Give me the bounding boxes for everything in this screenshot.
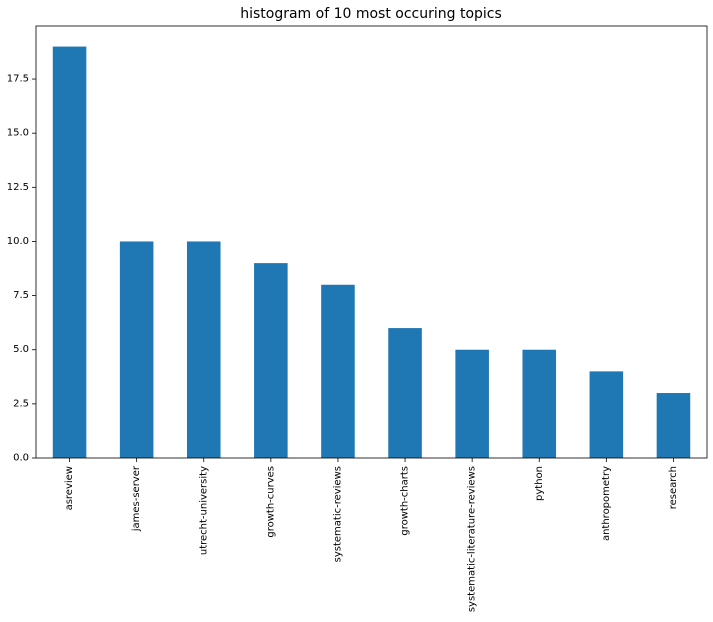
y-tick-label: 12.5 [7,182,29,193]
y-tick-label: 5.0 [13,344,29,355]
x-tick-label: systematic-literature-reviews [467,466,478,612]
y-tick-label: 17.5 [7,74,29,85]
bar-utrecht-university [186,241,221,458]
y-tick-label: 2.5 [13,398,29,409]
y-tick-label: 15.0 [7,128,29,139]
bar-growth-curves [254,263,288,458]
x-tick-label: asreview [64,466,75,510]
bar-systematic-reviews [321,284,355,458]
bar-james-server [119,241,154,458]
x-tick-label: james-server [131,465,142,532]
chart-title: histogram of 10 most occuring topics [240,6,502,22]
bars-group [52,46,691,458]
bar-systematic-literature-reviews [455,349,489,458]
y-tick-label: 10.0 [7,236,29,247]
x-tick-label: growth-charts [400,466,411,536]
x-tick-label: research [668,466,679,509]
y-tick-label: 0.0 [13,453,29,464]
x-tick-label: anthropometry [601,466,612,541]
bar-research [656,393,691,458]
bar-growth-charts [388,328,422,458]
x-axis: asreview james-server utrecht-university gr… [64,458,679,612]
plot-frame [35,25,708,459]
x-tick-label: growth-curves [265,466,276,538]
x-tick-label: python [534,466,545,501]
y-axis: 0.0 2.5 5.0 7.5 10.0 12.5 15.0 17.5 [7,74,36,464]
bar-anthropometry [589,371,624,458]
x-tick-label: systematic-reviews [332,466,343,562]
x-tick-label: utrecht-university [198,466,209,555]
y-tick-label: 7.5 [13,290,29,301]
bar-python [522,349,557,458]
bar-asreview [52,46,87,458]
